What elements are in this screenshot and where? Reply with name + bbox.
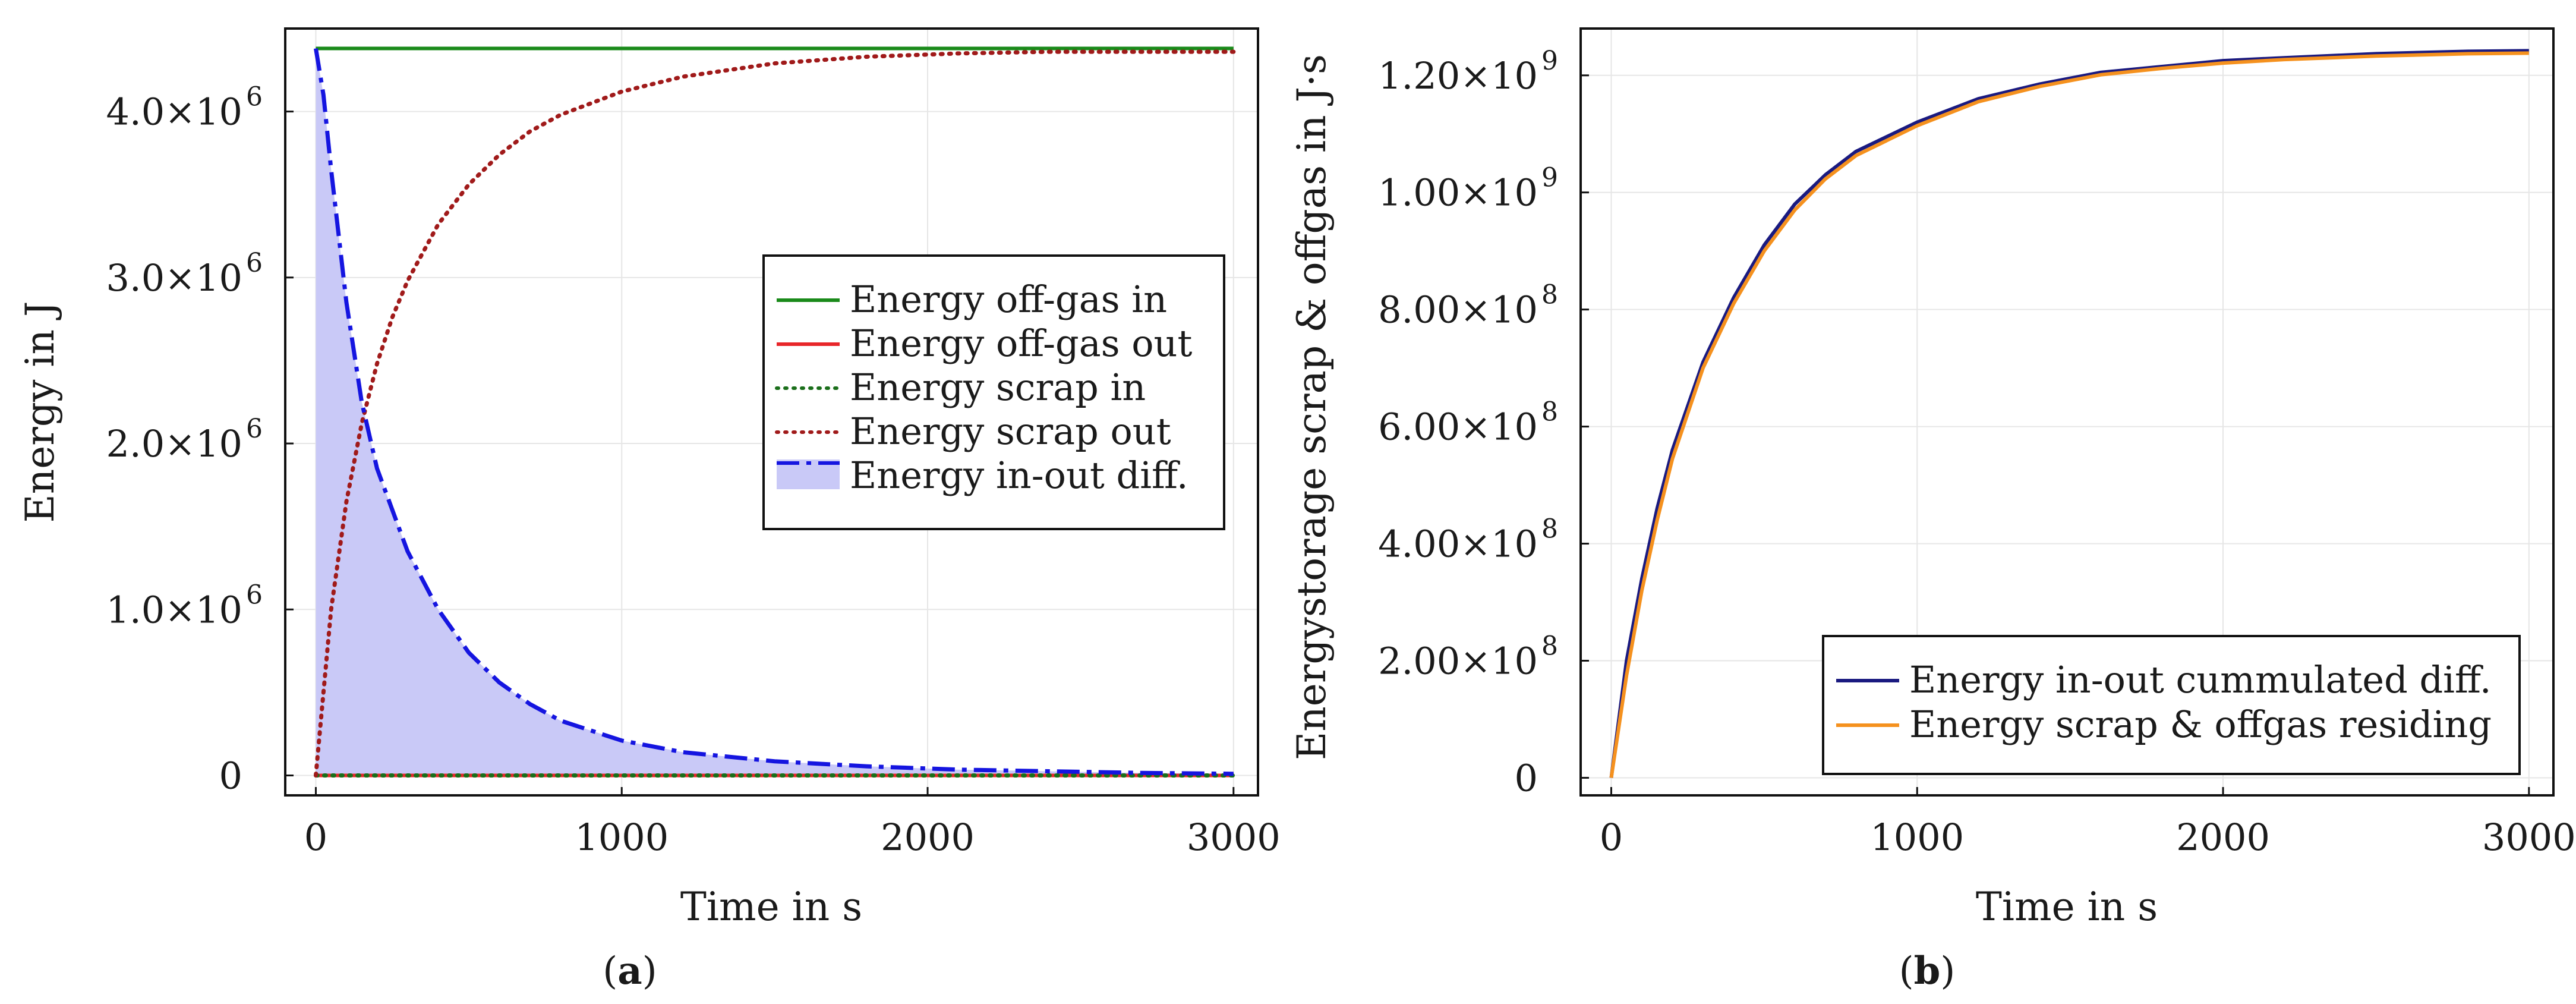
panel-a-xtick-label: 2000 xyxy=(881,816,975,859)
panel-b: 0 1000 2000 3000 02.00×10 84.00×10 86.00×10 88… xyxy=(1289,27,2576,993)
panel-a-series-energy-in-out-diff xyxy=(314,48,1234,776)
panel-b-ylabel: Energystorage scrap & offgas in J·s xyxy=(1289,54,1335,760)
panel-a-ylabel: Energy in J xyxy=(17,301,63,523)
panel-b-ytick-label: 0 xyxy=(1515,756,1538,800)
panel-a-y-ticks: 01.0×10 62.0×10 63.0×10 64.0×10 6 xyxy=(106,82,294,797)
panel-b-xtick-label: 0 xyxy=(1600,816,1623,859)
panel-a-legend-label: Energy scrap out xyxy=(850,410,1171,453)
panel-b-ytick-exponent: 8 xyxy=(1541,280,1558,310)
panel-b-legend-label: Energy in-out cummulated diff. xyxy=(1909,658,2492,701)
panel-a-ytick-label: 4.0×10 xyxy=(106,90,242,134)
panel-b-ytick-label: 8.00×10 xyxy=(1378,288,1538,332)
panel-a-legend-label: Energy off-gas in xyxy=(850,278,1167,321)
panel-b-legend-label: Energy scrap & offgas residing xyxy=(1909,703,2492,746)
panel-b-ytick-exponent: 8 xyxy=(1541,397,1558,427)
panel-b-ytick-exponent: 9 xyxy=(1541,46,1558,76)
panel-b-ytick-label: 4.00×10 xyxy=(1378,523,1538,566)
panel-a-xtick-label: 0 xyxy=(304,816,327,859)
panel-a-legend-box xyxy=(762,254,1225,530)
panel-b-ytick-label: 1.00×10 xyxy=(1378,171,1538,215)
panel-b-xtick-label: 1000 xyxy=(1870,816,1964,859)
panel-a-ytick-label: 3.0×10 xyxy=(106,256,242,300)
panel-b-ytick-label: 1.20×10 xyxy=(1378,54,1538,97)
panel-b-ytick-label: 2.00×10 xyxy=(1378,640,1538,683)
panel-a-area-energy-in-out-diff xyxy=(316,48,1234,776)
panel-a-x-ticks: 0 1000 2000 3000 xyxy=(304,787,1281,859)
panel-a-legend-label: Energy scrap in xyxy=(850,366,1146,409)
panel-a-xtick-label: 3000 xyxy=(1187,816,1281,859)
panel-b-legend: Energy in-out cummulated diff.Energy scr… xyxy=(1822,635,2521,775)
panel-a-frame xyxy=(284,27,1259,797)
panel-a-series xyxy=(313,46,1236,778)
panel-b-frame xyxy=(1579,27,2555,797)
panel-a-series-energy-scrap-out xyxy=(313,49,1236,778)
panel-a: 0 1000 2000 3000 01.0×10 62.0×10 63.0×10 64.0×… xyxy=(17,27,1281,993)
panel-a-xtick-label: 1000 xyxy=(575,816,669,859)
panel-b-xtick-label: 2000 xyxy=(2176,816,2270,859)
panel-a-caption: (a) xyxy=(603,949,657,993)
panel-a-xlabel: Time in s xyxy=(680,884,862,930)
panel-b-ytick-exponent: 9 xyxy=(1541,163,1558,193)
panel-b-ytick-label: 6.00×10 xyxy=(1378,405,1538,449)
panel-a-legend-label: Energy in-out diff. xyxy=(850,454,1188,497)
panel-b-caption: (b) xyxy=(1899,949,1956,993)
panel-b-x-ticks: 0 1000 2000 3000 xyxy=(1600,787,2576,859)
panel-b-legend-box xyxy=(1822,635,2521,775)
panel-b-ytick-exponent: 8 xyxy=(1541,631,1558,662)
panel-a-ytick-exponent: 6 xyxy=(246,414,263,444)
panel-a-caption-letter: a xyxy=(617,949,642,993)
panel-b-xlabel: Time in s xyxy=(1976,884,2158,930)
panel-a-ytick-label: 2.0×10 xyxy=(106,422,242,465)
panel-b-y-ticks: 02.00×10 84.00×10 86.00×10 88.00×10 81.00×10… xyxy=(1378,46,1589,800)
panel-a-ytick-label: 0 xyxy=(219,754,242,797)
panel-a-legend-label: Energy off-gas out xyxy=(850,322,1192,365)
panel-b-ytick-exponent: 8 xyxy=(1541,514,1558,545)
panel-b-xtick-label: 3000 xyxy=(2482,816,2576,859)
panel-b-series-energy-in-out-cummulated-diff xyxy=(1609,49,2529,778)
panel-b-caption-letter: b xyxy=(1914,949,1941,993)
panel-a-ytick-label: 1.0×10 xyxy=(106,588,242,631)
panel-a-ytick-exponent: 6 xyxy=(246,580,263,610)
panel-a-ytick-exponent: 6 xyxy=(246,82,263,112)
panel-a-ytick-exponent: 6 xyxy=(246,248,263,278)
panel-b-series xyxy=(1609,49,2529,778)
panel-b-series-energy-scrap-offgas-residing xyxy=(1609,51,2529,778)
